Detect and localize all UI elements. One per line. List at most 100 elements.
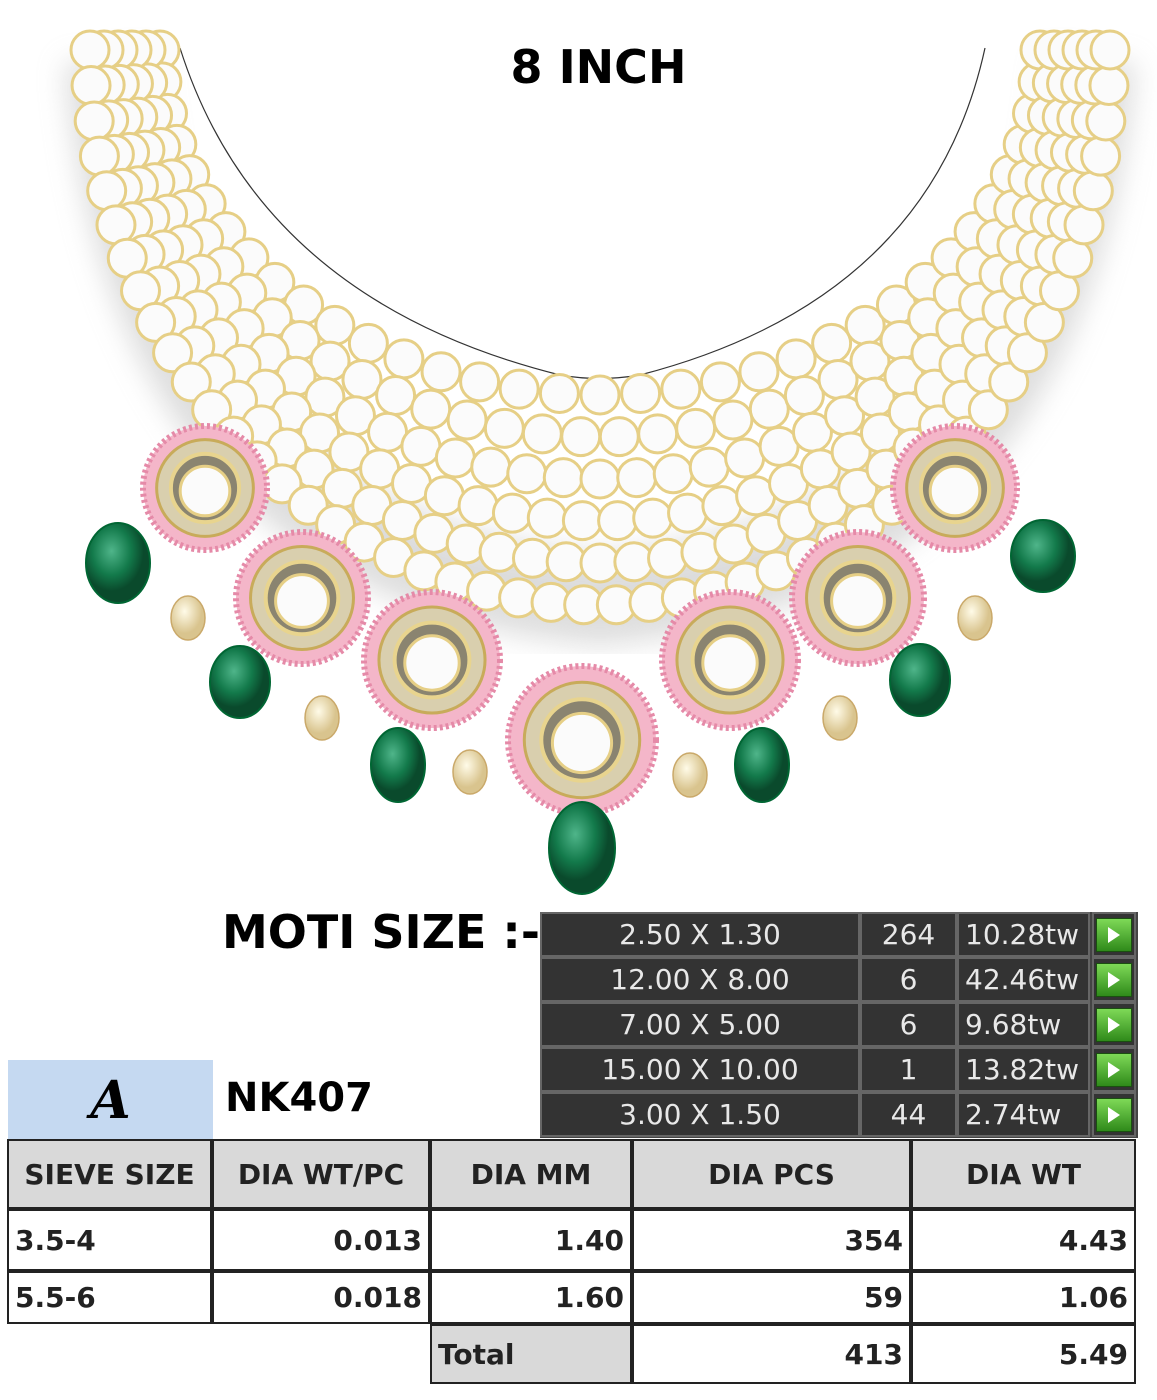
bead [314,304,356,346]
arrow-icon [1108,971,1120,988]
moti-cell: 10.28tw [957,912,1090,957]
bead [470,446,512,488]
bead [724,437,766,479]
moti-cell: 6 [860,957,957,1002]
bead [738,351,780,393]
data-cell: 3.5-4 [7,1209,212,1271]
header-cell: DIA PCS [632,1139,911,1209]
moti-cell: 3.00 X 1.50 [540,1092,860,1137]
moti-cell: 12.00 X 8.00 [540,957,860,1002]
button-face [1096,1097,1132,1132]
bead [712,399,754,441]
moti-button[interactable] [1092,957,1136,1002]
bead [78,135,120,177]
bead [446,399,488,441]
total-cell: 413 [632,1324,911,1384]
pearl [957,595,993,641]
data-cell: 1.06 [911,1271,1136,1324]
bead [538,373,580,415]
bead [410,388,452,430]
bead [152,332,194,374]
bead [783,375,825,417]
pendant-center [178,464,232,518]
moti-cell: 7.00 X 5.00 [540,1002,860,1047]
pearl [170,595,206,641]
bead [1085,100,1127,142]
button-face [1096,962,1132,997]
moti-cell: 44 [860,1092,957,1137]
bead [400,425,442,467]
pearl [822,695,858,741]
bead [620,373,662,415]
data-cell: 1.40 [430,1209,632,1271]
bead [675,407,717,449]
moti-cell: 264 [860,912,957,957]
moti-label: MOTI SIZE :- [222,905,540,959]
pendant-center [928,464,982,518]
bead [701,485,743,527]
pearl [452,749,488,795]
moti-cell: 2.50 X 1.30 [540,912,860,957]
emerald [1010,519,1076,593]
arrow-icon [1108,926,1120,943]
title: 8 INCH [510,40,687,94]
pearl [672,752,708,798]
emerald [889,643,951,717]
bead [613,541,655,583]
bead [375,375,417,417]
bead [1072,170,1114,212]
bead [506,453,548,495]
bead [688,446,730,488]
bead [967,389,1009,431]
moti-button[interactable] [1092,912,1136,957]
bead [579,374,621,416]
bead [632,497,674,539]
header-cell: DIA WT [911,1139,1136,1209]
bead [579,458,621,500]
pendant-center [274,573,330,629]
bead [521,413,563,455]
bead [748,388,790,430]
bead [637,413,679,455]
moti-button[interactable] [1092,1092,1136,1137]
bead [811,322,853,364]
bead [383,338,425,380]
moti-cell: 9.68tw [957,1002,1090,1047]
moti-cell: 42.46tw [957,957,1090,1002]
bead [667,492,709,534]
bead [73,100,115,142]
bead [511,537,553,579]
moti-cell: 13.82tw [957,1047,1090,1092]
bead [1063,204,1105,246]
data-cell: 354 [632,1209,911,1271]
bead [1080,135,1122,177]
moti-button[interactable] [1092,1047,1136,1092]
total-cell: 5.49 [911,1324,1136,1384]
bead [483,407,525,449]
bead [647,537,689,579]
bead [420,351,462,393]
bead [1089,29,1131,71]
emerald [370,727,426,803]
data-cell: 4.43 [911,1209,1136,1271]
moti-button[interactable] [1092,1002,1136,1047]
bead [457,485,499,527]
moti-cell: 2.74tw [957,1092,1090,1137]
header-cell: DIA WT/PC [212,1139,430,1209]
button-face [1096,1052,1132,1087]
data-cell: 0.013 [212,1209,430,1271]
bead [560,416,602,458]
moti-table: 2.50 X 1.30 264 10.28tw 12.00 X 8.00 6 42.46t… [540,912,1138,1138]
bead [170,361,212,403]
bead [598,416,640,458]
moti-cell: 15.00 X 10.00 [540,1047,860,1092]
emerald [734,727,790,803]
data-cell: 1.60 [430,1271,632,1324]
button-face [1096,1007,1132,1042]
pearl [304,695,340,741]
data-cell: 59 [632,1271,911,1324]
bead [434,437,476,479]
arrow-icon [1108,1016,1120,1033]
moti-cell: 6 [860,1002,957,1047]
data-cell: 5.5-6 [7,1271,212,1324]
